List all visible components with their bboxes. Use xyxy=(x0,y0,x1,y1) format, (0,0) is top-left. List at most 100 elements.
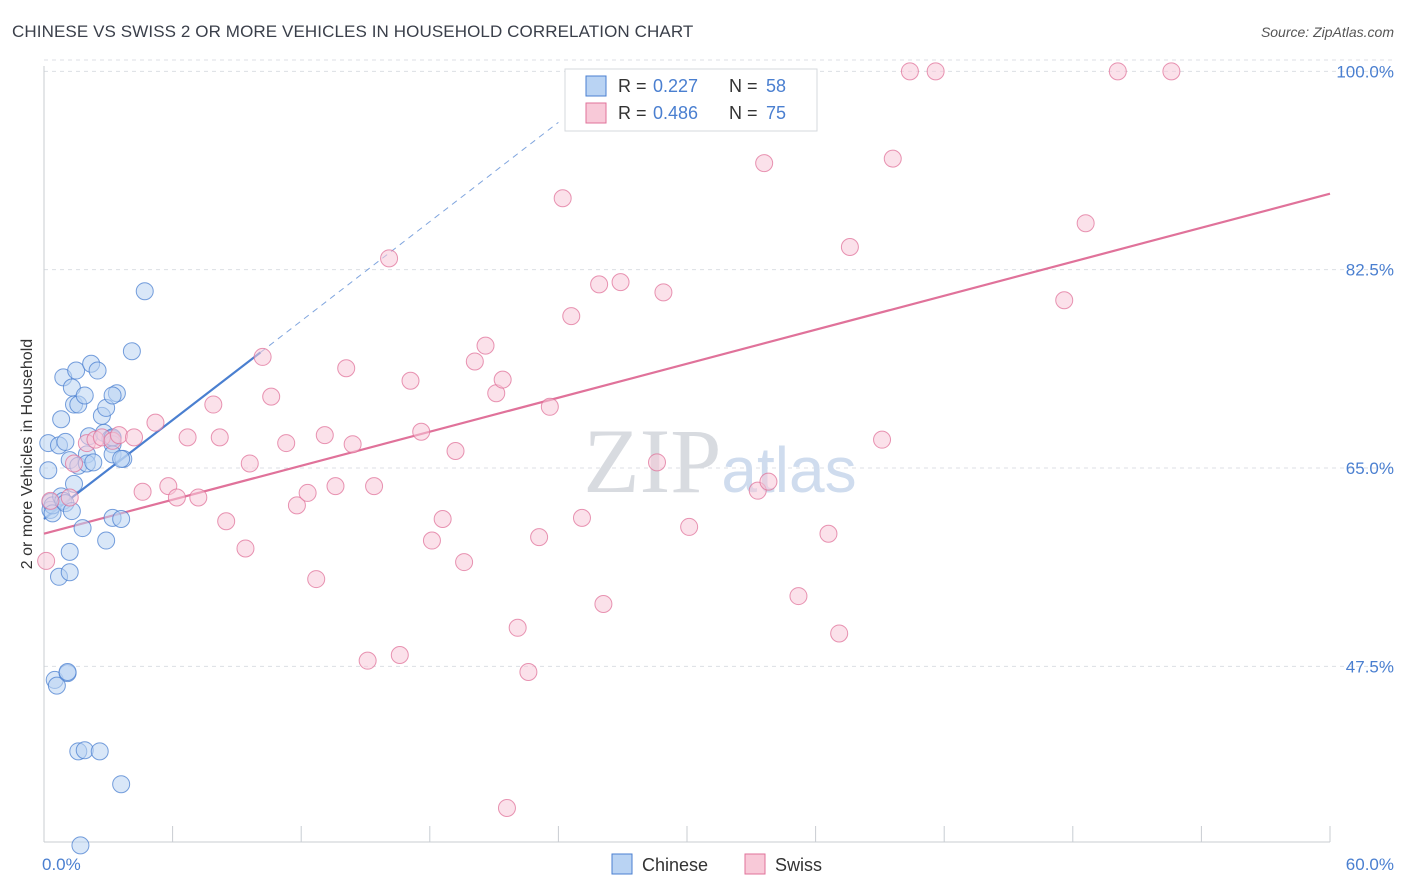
axes xyxy=(43,66,1331,843)
swiss-point-53 xyxy=(611,273,630,292)
swiss-point-28 xyxy=(343,435,362,454)
bottom-legend: Chinese Swiss xyxy=(611,853,822,875)
chart-source: Source: ZipAtlas.com xyxy=(1260,24,1394,40)
legend-n-value-0: 58 xyxy=(766,76,786,96)
swiss-point-13 xyxy=(189,488,208,507)
y-tick-label-3: 100.0% xyxy=(1336,62,1394,81)
swiss-point-58 xyxy=(755,154,774,173)
swiss-point-39 xyxy=(465,352,484,371)
chinese-point-19 xyxy=(60,542,79,561)
swiss-point-6 xyxy=(110,426,129,445)
legend-swatch-swiss xyxy=(585,102,607,124)
swiss-point-56 xyxy=(680,517,699,536)
legend-r-value-1: 0.486 xyxy=(653,103,698,123)
chinese-trend-extension xyxy=(260,121,559,353)
trend-lines xyxy=(43,121,1331,535)
chinese-point-14 xyxy=(56,432,75,451)
chinese-point-20 xyxy=(60,563,79,582)
chinese-trend-line xyxy=(43,351,262,520)
swiss-point-59 xyxy=(759,472,778,491)
swiss-point-29 xyxy=(358,651,377,670)
chinese-point-10 xyxy=(52,410,71,429)
chinese-point-32 xyxy=(75,741,94,760)
x-tick-labels: 0.0% 60.0% xyxy=(42,855,1394,874)
swiss-point-27 xyxy=(337,359,356,378)
chinese-point-43 xyxy=(97,531,116,550)
swiss-point-52 xyxy=(594,595,613,613)
swiss-point-12 xyxy=(178,428,197,447)
swiss-point-14 xyxy=(204,395,223,414)
swiss-point-36 xyxy=(433,510,452,528)
chinese-point-49 xyxy=(103,386,122,405)
swiss-point-44 xyxy=(508,618,527,637)
swiss-point-19 xyxy=(253,347,272,366)
swiss-point-32 xyxy=(390,646,409,664)
swiss-point-31 xyxy=(380,249,399,268)
chinese-point-30 xyxy=(73,519,92,538)
chinese-point-56 xyxy=(135,282,154,301)
chinese-point-55 xyxy=(112,775,131,794)
legend-n-label-1: N = xyxy=(729,103,758,123)
legend-r-value-0: 0.227 xyxy=(653,76,698,96)
swiss-point-70 xyxy=(1076,214,1095,233)
legend-swatch-chinese xyxy=(585,75,607,97)
swiss-point-26 xyxy=(326,477,345,496)
swiss-point-22 xyxy=(287,496,306,515)
swiss-point-7 xyxy=(125,428,144,447)
legend-r-label-1: R = xyxy=(618,103,647,123)
swiss-point-17 xyxy=(236,539,255,558)
chinese-point-53 xyxy=(112,510,131,528)
swiss-point-45 xyxy=(519,663,538,681)
swiss-point-65 xyxy=(873,430,892,449)
chinese-point-29 xyxy=(71,836,90,855)
swiss-point-0 xyxy=(37,551,56,570)
swiss-point-51 xyxy=(590,275,609,294)
legend-frame xyxy=(564,68,818,132)
swiss-point-8 xyxy=(133,482,152,501)
swiss-point-33 xyxy=(401,371,420,390)
bottom-legend-label-swiss: Swiss xyxy=(775,855,822,875)
swiss-point-15 xyxy=(210,428,229,447)
chinese-point-39 xyxy=(90,742,109,761)
x-tick-label-1: 60.0% xyxy=(1346,855,1394,874)
legend-n-value-1: 75 xyxy=(766,103,786,123)
swiss-point-49 xyxy=(562,307,581,326)
swiss-point-71 xyxy=(1108,62,1127,81)
y-tick-labels: 47.5% 65.0% 82.5% 100.0% xyxy=(1336,62,1394,676)
legend-r-label-0: R = xyxy=(618,76,647,96)
chinese-point-25 xyxy=(67,361,86,380)
swiss-point-60 xyxy=(789,587,808,606)
chinese-point-38 xyxy=(88,361,107,380)
watermark: ZIPatlas xyxy=(583,410,856,512)
legend-box: R = 0.227 N = 58 R = 0.486 N = 75 xyxy=(564,68,818,132)
swiss-point-23 xyxy=(298,483,317,502)
swiss-point-63 xyxy=(830,624,849,643)
swiss-point-40 xyxy=(476,336,495,355)
swiss-point-50 xyxy=(572,508,591,527)
chinese-point-17 xyxy=(58,663,77,681)
swiss-point-38 xyxy=(455,553,474,572)
swiss-point-48 xyxy=(553,189,572,208)
swiss-point-21 xyxy=(277,434,296,453)
swiss-point-46 xyxy=(530,528,549,547)
chart-title: CHINESE VS SWISS 2 OR MORE VEHICLES IN H… xyxy=(12,22,694,41)
x-tick-label-0: 0.0% xyxy=(42,855,81,874)
y-tick-label-1: 65.0% xyxy=(1346,459,1394,478)
chinese-point-37 xyxy=(84,453,103,472)
swiss-point-16 xyxy=(217,512,236,531)
bottom-legend-label-chinese: Chinese xyxy=(642,855,708,875)
swiss-point-74 xyxy=(65,454,84,473)
swiss-point-68 xyxy=(926,62,945,81)
swiss-point-30 xyxy=(365,477,384,496)
swiss-point-20 xyxy=(262,387,281,406)
swiss-point-43 xyxy=(497,799,516,817)
swiss-trend-line xyxy=(43,192,1331,535)
swiss-point-25 xyxy=(315,426,334,445)
swiss-point-73 xyxy=(41,491,60,510)
swiss-point-11 xyxy=(167,488,186,507)
watermark-atlas: atlas xyxy=(721,434,856,506)
swiss-point-66 xyxy=(883,149,902,168)
chinese-point-1 xyxy=(39,461,58,480)
swiss-point-37 xyxy=(446,442,465,460)
